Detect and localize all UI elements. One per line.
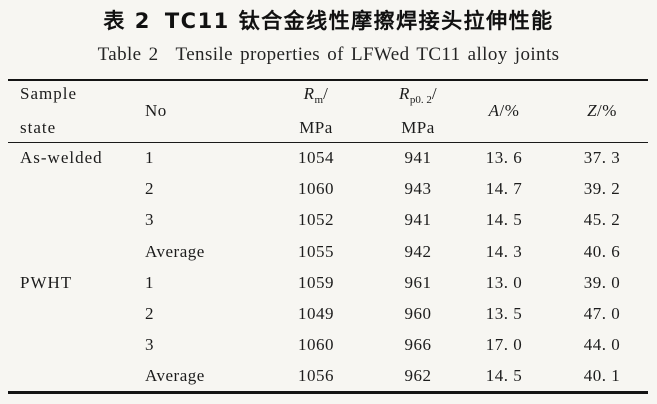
cell-rp02: 960 bbox=[404, 304, 432, 324]
cell-rm: 1055 bbox=[298, 241, 334, 261]
header-reduction: Z/% bbox=[556, 80, 648, 142]
a-var: A bbox=[488, 101, 500, 121]
cell-z: 45. 2 bbox=[583, 210, 621, 230]
cell-z: 44. 0 bbox=[583, 335, 621, 355]
header-rp02-unit: MPa bbox=[401, 117, 435, 137]
cell-rp02: 941 bbox=[404, 147, 432, 167]
table-row: 2 1049 960 13. 5 47. 0 bbox=[8, 298, 648, 329]
cell-no: 3 bbox=[145, 335, 154, 355]
cell-z: 47. 0 bbox=[583, 304, 621, 324]
cell-state bbox=[8, 298, 135, 329]
cell-no: 2 bbox=[145, 304, 154, 324]
cell-state: As-welded bbox=[20, 147, 103, 167]
cell-rp02: 941 bbox=[404, 210, 432, 230]
table-row: 2 1060 943 14. 7 39. 2 bbox=[8, 173, 648, 204]
cell-a: 13. 6 bbox=[485, 147, 523, 167]
table-body: As-welded 1 1054 941 13. 6 37. 3 2 1060 … bbox=[8, 142, 648, 392]
cell-no: 1 bbox=[145, 272, 154, 292]
table-row: Average 1055 942 14. 3 40. 6 bbox=[8, 236, 648, 267]
cell-rm: 1059 bbox=[298, 272, 334, 292]
table-row: Average 1056 962 14. 5 40. 1 bbox=[8, 361, 648, 392]
z-unit: /% bbox=[597, 101, 617, 121]
table-row: As-welded 1 1054 941 13. 6 37. 3 bbox=[8, 142, 648, 173]
a-unit: /% bbox=[499, 101, 520, 121]
cell-rm: 1060 bbox=[298, 335, 334, 355]
table-header: Sample state No Rm/ MPa Rp0. 2/ bbox=[8, 80, 648, 142]
header-rp02-symbol: Rp0. 2/ bbox=[399, 84, 437, 106]
cell-no: 1 bbox=[145, 147, 154, 167]
cell-state: PWHT bbox=[20, 272, 73, 292]
rm-subscript: m bbox=[314, 93, 324, 106]
cell-a: 13. 0 bbox=[485, 272, 523, 292]
cell-z: 39. 0 bbox=[583, 272, 621, 292]
table-row: PWHT 1 1059 961 13. 0 39. 0 bbox=[8, 267, 648, 298]
cell-rm: 1052 bbox=[298, 210, 334, 230]
header-no: No bbox=[135, 80, 248, 142]
cell-rm: 1054 bbox=[298, 147, 334, 167]
cell-a: 14. 3 bbox=[485, 241, 523, 261]
cell-z: 37. 3 bbox=[583, 147, 621, 167]
z-var: Z bbox=[587, 101, 598, 121]
rp02-slash: / bbox=[431, 83, 438, 103]
cell-no: 3 bbox=[145, 210, 154, 230]
cell-z: 40. 1 bbox=[583, 365, 621, 385]
rm-var: R bbox=[303, 83, 315, 103]
header-sample-state: Sample state bbox=[8, 80, 135, 142]
header-sample-state-line1: Sample bbox=[20, 83, 77, 103]
header-no-label: No bbox=[145, 101, 167, 121]
cell-rm: 1049 bbox=[298, 304, 334, 324]
rp02-var: R bbox=[398, 83, 410, 103]
cell-rp02: 966 bbox=[404, 335, 432, 355]
cell-state bbox=[8, 205, 135, 236]
cell-state bbox=[8, 361, 135, 392]
cell-no: 2 bbox=[145, 178, 154, 198]
cell-no: Average bbox=[145, 365, 205, 385]
rp02-subscript: p0. 2 bbox=[409, 93, 432, 106]
cell-state bbox=[8, 173, 135, 204]
table-title-en-text: Tensile properties of LFWed TC11 alloy j… bbox=[175, 44, 560, 65]
header-sample-state-line2: state bbox=[20, 117, 57, 137]
rm-slash: / bbox=[323, 83, 329, 103]
cell-z: 40. 6 bbox=[583, 241, 621, 261]
cell-no: Average bbox=[145, 241, 205, 261]
cell-rp02: 942 bbox=[404, 241, 432, 261]
cell-state bbox=[8, 236, 135, 267]
cell-a: 14. 5 bbox=[485, 210, 523, 230]
cell-rp02: 943 bbox=[404, 178, 432, 198]
header-rm: Rm/ MPa bbox=[248, 80, 384, 142]
table-number-zh: 表 2 bbox=[103, 9, 151, 33]
header-rm-unit: MPa bbox=[299, 117, 333, 137]
cell-rm: 1060 bbox=[298, 178, 334, 198]
cell-state bbox=[8, 330, 135, 361]
cell-z: 39. 2 bbox=[583, 178, 621, 198]
cell-a: 13. 5 bbox=[485, 304, 523, 324]
table-row: 3 1060 966 17. 0 44. 0 bbox=[8, 330, 648, 361]
table-row: 3 1052 941 14. 5 45. 2 bbox=[8, 205, 648, 236]
header-rm-symbol: Rm/ bbox=[304, 84, 329, 106]
table-number-en: Table 2 bbox=[97, 44, 159, 65]
cell-rp02: 961 bbox=[404, 272, 432, 292]
cell-rm: 1056 bbox=[298, 365, 334, 385]
cell-a: 14. 7 bbox=[485, 178, 523, 198]
cell-a: 17. 0 bbox=[485, 335, 523, 355]
table-title-zh: 表 2 TC11 钛合金线性摩擦焊接头拉伸性能 bbox=[0, 0, 657, 35]
cell-rp02: 962 bbox=[404, 365, 432, 385]
tensile-properties-table: Sample state No Rm/ MPa Rp0. 2/ bbox=[8, 79, 648, 394]
header-elongation: A/% bbox=[452, 80, 556, 142]
table-title-zh-text: TC11 钛合金线性摩擦焊接头拉伸性能 bbox=[164, 9, 554, 33]
cell-a: 14. 5 bbox=[485, 365, 523, 385]
table-title-en: Table 2 Tensile properties of LFWed TC11 … bbox=[0, 44, 657, 66]
header-rp02: Rp0. 2/ MPa bbox=[384, 80, 452, 142]
header-row: Sample state No Rm/ MPa Rp0. 2/ bbox=[8, 80, 648, 142]
